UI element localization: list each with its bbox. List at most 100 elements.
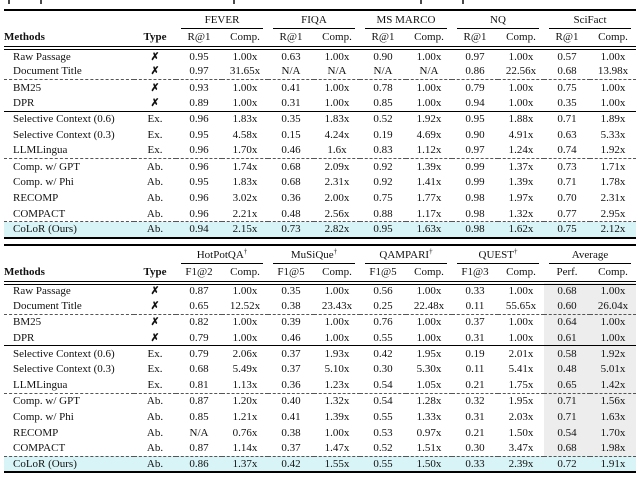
column-group-header: FIQA	[268, 10, 360, 29]
metric-cell: 0.90	[373, 50, 393, 63]
metric-cell: 0.71	[544, 408, 590, 425]
table-row: COMPACT Ab. 0.96 2.21x 0.48 2.56x 0.88 1.17x 0.9…	[4, 206, 636, 222]
metric-cell: 2.03x	[508, 410, 534, 423]
metric-header-row: Methods Type R@1 Comp. R@1 Comp. R@1 Comp. R@1 Co…	[4, 29, 636, 50]
column-group-header: QAMPARI†	[360, 245, 452, 264]
metric-cell: 1.92x	[406, 110, 452, 127]
methods-header: Methods	[4, 29, 134, 50]
table-row: Selective Context (0.3) Ex. 0.95 4.58x 0.15 4…	[4, 127, 636, 143]
header-spacer	[134, 245, 176, 264]
metric-cell: 0.40	[268, 392, 314, 409]
metric-cell: 1.24x	[508, 144, 534, 157]
type-cell: ✗	[134, 79, 176, 96]
metric-cell: 0.76	[360, 313, 406, 330]
metric-cell: 0.35	[281, 285, 301, 298]
metric-cell: 12.52x	[229, 300, 261, 312]
metric-cell: 0.87	[189, 285, 209, 298]
metric-cell: 1.70x	[590, 424, 636, 441]
metric-cell: 0.71	[557, 176, 577, 189]
metric-cell: 1.63x	[406, 221, 452, 238]
metric-cell: 0.55	[360, 455, 406, 473]
metric-cell: 0.98	[465, 207, 485, 220]
column-group-header: MuSiQue†	[268, 245, 360, 264]
metric-cell: 1.00x	[600, 50, 626, 63]
metric-cell: 0.46	[281, 144, 301, 157]
metric-cell: 0.54	[373, 378, 393, 391]
metric-cell: 0.15	[281, 128, 301, 141]
method-cell: RECOMP	[13, 192, 59, 205]
metric-cell: 0.30	[373, 363, 393, 376]
metric-cell: 1.37x	[222, 455, 268, 473]
metric-cell: 0.98	[452, 221, 498, 238]
metric-cell: 0.78	[360, 79, 406, 96]
type-cell: ✗	[150, 332, 160, 344]
metric-cell: 5.01x	[590, 361, 636, 378]
tables-wrap: FEVER FIQA MS MARCO NQ SciFact Methods Type R@1…	[0, 9, 640, 478]
metric-cell: 1.00x	[324, 285, 350, 298]
metric-cell: 1.71x	[590, 158, 636, 175]
metric-cell: 0.48	[281, 207, 301, 220]
type-cell: ✗	[150, 66, 160, 78]
metric-cell: N/A	[373, 65, 393, 78]
metric-header: Comp.	[406, 263, 452, 285]
type-cell: Ab.	[146, 442, 164, 455]
metric-cell: 0.96	[189, 144, 209, 157]
metric-cell: 1.98x	[590, 440, 636, 457]
method-cell: RECOMP	[13, 426, 59, 439]
metric-header: Comp.	[498, 263, 544, 285]
type-header: Type	[134, 263, 176, 285]
metric-cell: 0.86	[465, 65, 485, 78]
metric-cell: 0.68	[544, 440, 590, 457]
table-row: LLMLingua Ex. 0.96 1.70x 0.46 1.6x 0.83 1.12x 0.…	[4, 143, 636, 159]
metric-cell: 0.35	[557, 97, 577, 110]
metric-header: R@1	[268, 29, 314, 50]
metric-cell: 0.54	[544, 424, 590, 441]
metric-cell: 1.00x	[406, 79, 452, 96]
metric-cell: 0.36	[281, 192, 301, 205]
table-row: BM25 ✗ 0.82 1.00x 0.39 1.00x 0.76 1.00x 0.37 1.00…	[4, 313, 636, 330]
metric-cell: 1.00x	[222, 313, 268, 330]
metric-cell: 0.52	[360, 110, 406, 127]
metric-cell: 1.00x	[314, 79, 360, 96]
method-cell: CoLoR (Ours)	[4, 221, 134, 238]
metric-cell: 0.97	[465, 50, 485, 63]
metric-cell: 0.33	[465, 285, 485, 298]
metric-cell: 0.88	[373, 207, 393, 220]
metric-cell: 55.65x	[505, 300, 537, 312]
metric-cell: 0.52	[373, 442, 393, 455]
metric-cell: 1.83x	[314, 110, 360, 127]
type-cell: Ex.	[147, 144, 163, 157]
metric-cell: 1.51x	[416, 442, 442, 455]
type-cell: ✗	[150, 286, 160, 298]
metric-cell: 0.97x	[416, 426, 442, 439]
metric-cell: 1.00x	[324, 50, 350, 63]
metric-cell: 0.32	[452, 392, 498, 409]
metric-cell: 0.56	[373, 285, 393, 298]
cropped-caption-remnant	[0, 0, 640, 7]
method-cell: LLMLingua	[13, 144, 68, 157]
type-cell: Ab.	[134, 392, 176, 409]
metric-cell: 0.94	[465, 97, 485, 110]
type-cell: Ab.	[146, 426, 164, 439]
metric-cell: 1.00x	[590, 329, 636, 346]
metric-cell: 0.83	[373, 144, 393, 157]
metric-cell: 0.35	[268, 110, 314, 127]
metric-cell: 1.33x	[416, 410, 442, 423]
metric-cell: 1.00x	[222, 79, 268, 96]
group-header-row: FEVER FIQA MS MARCO NQ SciFact	[4, 10, 636, 29]
metric-cell: 0.85	[373, 97, 393, 110]
metric-cell: 0.68	[557, 65, 577, 78]
metric-cell: 0.93	[176, 79, 222, 96]
metric-cell: 0.86	[176, 455, 222, 473]
column-group-header: NQ	[452, 10, 544, 29]
metric-cell: 0.38	[281, 426, 301, 439]
metric-cell: 5.49x	[232, 363, 258, 376]
metric-cell: 1.00x	[508, 97, 534, 110]
table-row: Raw Passage ✗ 0.95 1.00x 0.63 1.00x 0.90 1.00x 0…	[4, 48, 636, 64]
method-cell: Comp. w/ Phi	[13, 410, 74, 423]
metric-cell: 0.90	[465, 128, 485, 141]
method-cell: Raw Passage	[13, 285, 71, 298]
metric-cell: 1.39x	[324, 410, 350, 423]
type-cell: Ex.	[134, 345, 176, 362]
metric-cell: 1.50x	[406, 455, 452, 473]
